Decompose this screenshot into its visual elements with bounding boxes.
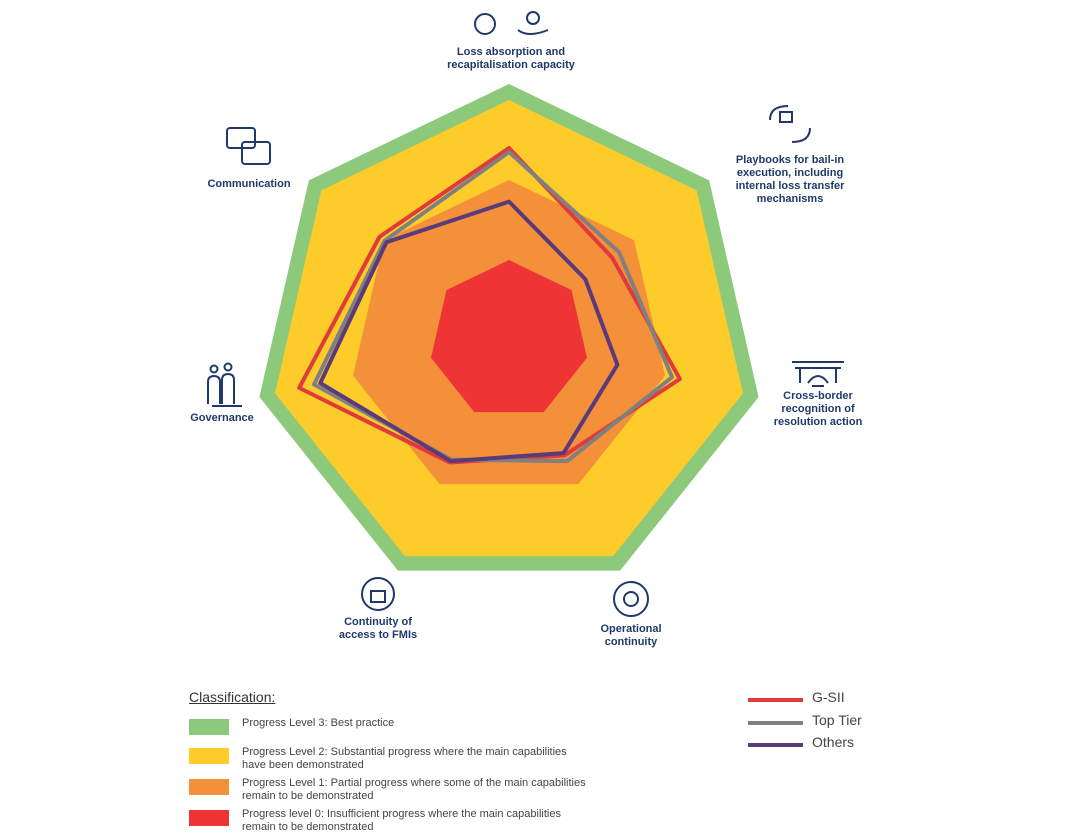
legend-label: Progress Level 1: Partial progress where… (242, 777, 586, 802)
icon (526, 11, 540, 25)
legend-title: Classification: (189, 689, 276, 705)
legend-label: Progress level 0: Insufficient progress … (242, 808, 561, 833)
plot (259, 84, 759, 571)
icon (370, 590, 386, 603)
axis-label: Loss absorption and recapitalisation cap… (447, 46, 575, 71)
axis-label: Playbooks for bail-in execution, includi… (735, 154, 845, 205)
legend-label: Top Tier (812, 711, 862, 728)
legend-line (748, 743, 803, 747)
legend-swatch (189, 779, 229, 795)
icon (223, 362, 233, 372)
legend-line (748, 720, 803, 725)
legend-swatch (189, 719, 229, 735)
axis-label: Operational continuity (600, 623, 662, 648)
icon (623, 591, 639, 607)
legend-label: G-SII (812, 689, 845, 705)
legend-swatch (189, 810, 229, 826)
icon (792, 361, 844, 387)
icon (241, 141, 271, 165)
legend-label: Progress Level 2: Substantial progress w… (242, 746, 567, 771)
legend-swatch (189, 748, 229, 764)
axis-label: Continuity of access to FMIs (338, 616, 418, 641)
level-band (431, 260, 587, 413)
icon (769, 105, 811, 143)
series-line (318, 199, 620, 464)
axis-label: Communication (207, 178, 291, 190)
axis-label: Cross-border recognition of resolution a… (773, 390, 863, 428)
legend-label: Others (812, 734, 855, 750)
icon (517, 29, 549, 35)
legend-line (748, 698, 803, 702)
axis-label: Governance (190, 412, 254, 424)
icon (474, 13, 496, 35)
series-line (312, 150, 675, 464)
icon (613, 581, 649, 617)
icon (361, 577, 395, 611)
icon (207, 372, 242, 407)
icon (209, 364, 219, 374)
legend-label: Progress Level 3: Best practice (242, 717, 395, 729)
icons (207, 11, 844, 617)
